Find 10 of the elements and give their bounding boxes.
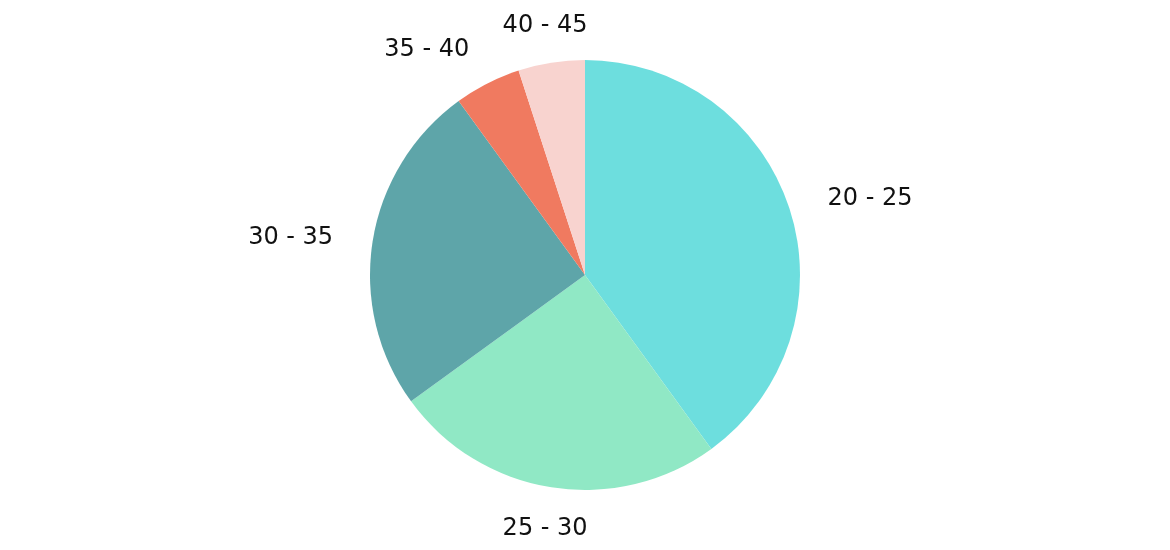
slice-label: 25 - 30 bbox=[502, 513, 588, 542]
slice-label: 20 - 25 bbox=[827, 182, 913, 211]
pie-slice bbox=[370, 101, 585, 402]
pie-slice bbox=[458, 70, 585, 275]
slice-label: 40 - 45 bbox=[502, 9, 588, 38]
pie-slice bbox=[518, 60, 585, 275]
slice-label: 30 - 35 bbox=[248, 221, 334, 250]
pie-slice bbox=[585, 60, 800, 449]
pie-slice bbox=[411, 275, 712, 490]
slice-label: 35 - 40 bbox=[384, 34, 470, 63]
